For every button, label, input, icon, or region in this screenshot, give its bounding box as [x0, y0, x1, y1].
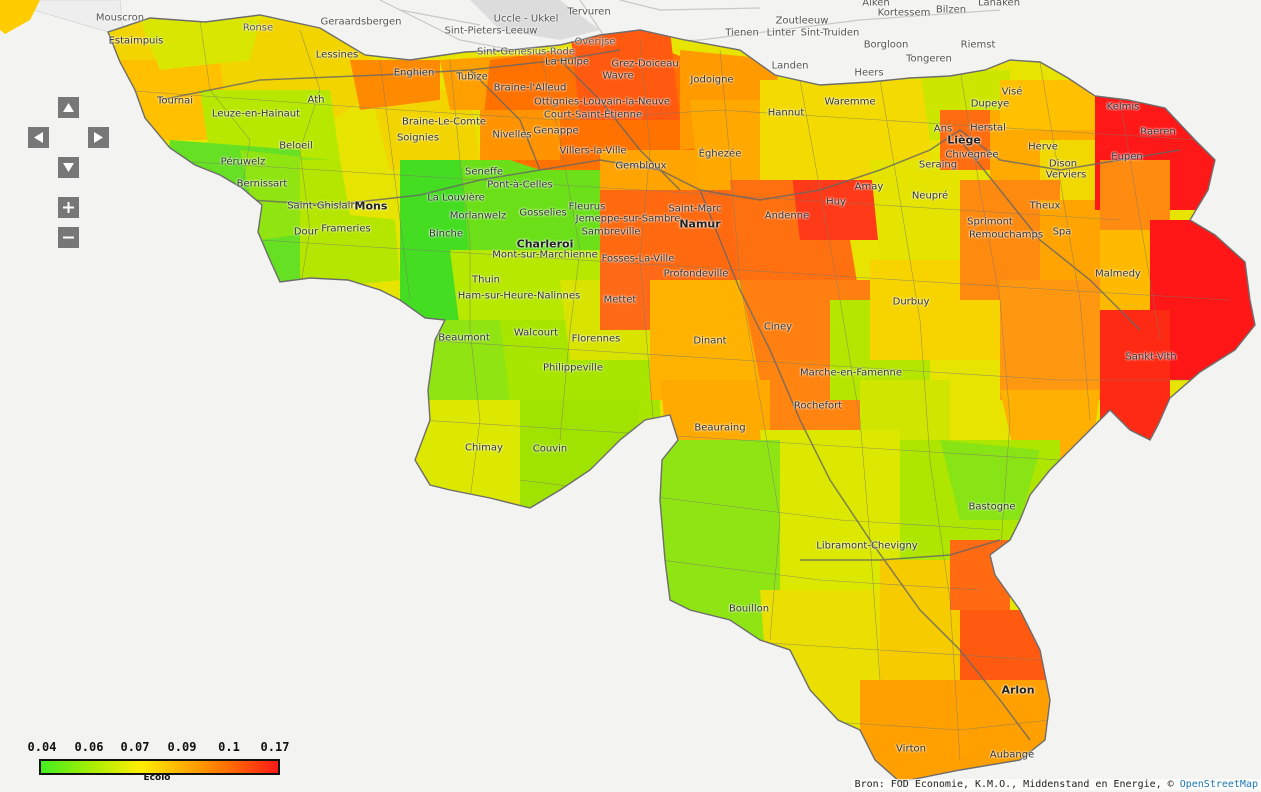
zone-thuin	[450, 250, 600, 330]
zone-eupen-south	[1100, 160, 1170, 230]
zone-hannut-waremme	[760, 80, 930, 180]
zone-bullange	[1150, 220, 1255, 380]
zone-mons-east	[340, 160, 400, 220]
plus-icon	[63, 202, 74, 213]
zoom-in-button[interactable]	[58, 197, 79, 218]
pan-left-button[interactable]	[28, 127, 49, 148]
zone-north-liege	[1000, 80, 1100, 130]
legend-color-bar	[39, 759, 280, 775]
zone-mettet	[600, 260, 660, 330]
attribution-link[interactable]: OpenStreetMap	[1179, 779, 1258, 790]
legend-title: Ecolo	[143, 773, 171, 783]
legend-tick: 0.06	[74, 740, 104, 754]
zone-bastogne-east	[940, 440, 1040, 520]
pan-up-button[interactable]	[58, 97, 79, 118]
commune-boundaries	[119, 19, 1231, 761]
zone-sprimont	[960, 180, 1060, 300]
zone-wavre	[570, 30, 680, 120]
zone-bouillon	[660, 440, 780, 640]
legend-tick: 0.04	[27, 740, 57, 754]
zone-charleroi	[460, 160, 600, 260]
zone-estaimpuis	[140, 20, 260, 70]
triangle-down-icon	[63, 163, 74, 172]
pan-down-button[interactable]	[58, 157, 79, 178]
legend-tick: 0.07	[120, 740, 150, 754]
zoom-out-button[interactable]	[58, 227, 79, 248]
france-corner-region	[0, 0, 40, 34]
zone-dinant	[650, 280, 760, 400]
zone-stavelot	[1000, 280, 1110, 400]
zone-libramont	[760, 430, 900, 600]
zone-chimay	[420, 400, 530, 500]
legend-tick: 0.1	[218, 740, 240, 754]
zone-seraing	[870, 160, 960, 260]
highways	[159, 49, 1181, 741]
triangle-right-icon	[94, 132, 103, 143]
pan-right-button[interactable]	[88, 127, 109, 148]
zone-nivelles	[480, 110, 560, 160]
legend-tick: 0.09	[167, 740, 197, 754]
attribution: Bron: FOD Economie, K.M.O., Middenstand …	[851, 779, 1261, 790]
legend-tick: 0.17	[260, 740, 290, 754]
triangle-up-icon	[63, 103, 74, 112]
brussels-urban-area	[470, 0, 600, 40]
attribution-text: Bron: FOD Economie, K.M.O., Middenstand …	[854, 779, 1180, 790]
color-legend: 0.04 0.06 0.07 0.09 0.1 0.17 Ecolo	[26, 740, 290, 786]
zone-liege	[940, 110, 1000, 170]
triangle-left-icon	[34, 132, 43, 143]
minus-icon	[63, 236, 74, 239]
